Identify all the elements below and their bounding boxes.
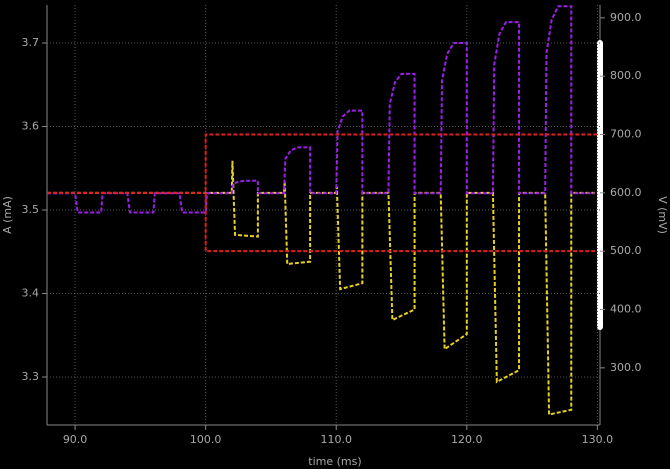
y2-tick-label: 900.0: [610, 11, 642, 24]
y2-axis-label: V (mV): [656, 196, 669, 234]
y2-tick-label: 300.0: [610, 361, 642, 374]
data-line: [47, 160, 595, 416]
x-tick-label: 130.0: [582, 433, 614, 446]
x-axis-label: time (ms): [308, 455, 361, 468]
y2-tick-label: 800.0: [610, 69, 642, 82]
scrollbar[interactable]: [597, 40, 603, 330]
y-tick-label: 3.5: [22, 203, 40, 216]
data-line: [204, 133, 598, 253]
y-tick-label: 3.6: [22, 119, 40, 132]
y-tick-label: 3.4: [22, 286, 40, 299]
data-line: [47, 5, 595, 214]
y2-tick-label: 700.0: [610, 128, 642, 141]
y-tick-label: 3.3: [22, 370, 40, 383]
x-tick-label: 90.0: [63, 433, 88, 446]
x-tick-label: 110.0: [320, 433, 352, 446]
y2-tick-label: 500.0: [610, 244, 642, 257]
x-tick-label: 100.0: [190, 433, 222, 446]
y-tick-label: 3.7: [22, 36, 40, 49]
x-tick-label: 120.0: [451, 433, 483, 446]
y2-tick-label: 400.0: [610, 303, 642, 316]
y2-tick-label: 600.0: [610, 186, 642, 199]
y-axis-label: A (mA): [1, 196, 14, 234]
